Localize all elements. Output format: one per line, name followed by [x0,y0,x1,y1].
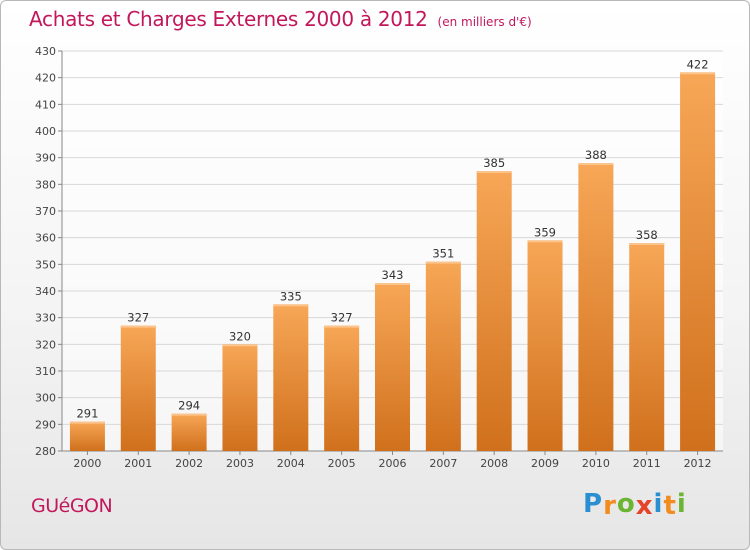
y-tick-label: 310 [35,365,56,378]
x-tick-label: 2002 [175,457,203,470]
bar [476,171,512,451]
x-tick-label: 2003 [226,457,254,470]
bar [69,421,105,451]
bar-value-label: 351 [432,247,454,261]
bar-top-edge [476,171,512,173]
y-tick-label: 430 [35,45,56,58]
x-tick-label: 2008 [480,457,508,470]
y-tick-label: 410 [35,98,56,111]
bar [120,325,156,451]
logo-letter: x [635,491,654,521]
y-tick-label: 420 [35,72,56,85]
bar-value-label: 291 [76,407,98,421]
bar-top-edge [375,283,410,285]
bar-value-label: 388 [585,148,607,162]
bar [171,413,207,451]
bar-value-label: 343 [382,268,404,282]
y-tick-label: 290 [35,418,56,431]
bar-value-label: 385 [483,156,505,170]
logo-letter: r [603,491,617,521]
bar [578,163,614,451]
bar-top-edge [120,325,156,328]
bar [375,283,410,451]
y-tick-label: 380 [35,178,56,191]
bar [324,325,360,451]
bar-value-label: 359 [534,225,556,239]
proxiti-logo: Proxiti [583,489,687,521]
bar-value-label: 358 [636,228,658,242]
bar [629,243,665,451]
bar-value-label: 422 [687,57,709,71]
x-tick-label: 2004 [277,457,305,470]
x-tick-label: 2005 [328,457,356,470]
unit-note: (en milliers d'€) [437,15,532,29]
bar-value-label: 335 [280,289,302,303]
x-tick-label: 2009 [531,457,559,470]
bar-top-edge [680,72,716,75]
logo-letter: t [663,491,677,521]
bar-top-edge [578,163,614,165]
bar-top-edge [69,421,105,424]
bar-top-edge [629,243,665,245]
bar [273,304,309,451]
chart-title-block: Achats et Charges Externes 2000 à 2012 (e… [29,7,532,31]
bar [222,344,258,451]
bar-top-edge [527,240,563,243]
bar [425,261,461,451]
bar [680,72,716,451]
x-tick-label: 2012 [684,457,712,470]
bar-value-label: 327 [331,311,353,325]
town-name: GUéGON [31,495,113,517]
y-tick-label: 400 [35,125,56,138]
x-tick-label: 2000 [73,457,101,470]
bar-value-label: 327 [127,311,149,325]
logo-letter: P [583,489,604,519]
bar-top-edge [171,413,207,416]
y-tick-label: 370 [35,205,56,218]
bar-top-edge [273,304,309,307]
logo-letter: i [676,489,687,519]
y-tick-label: 300 [35,392,56,405]
bar-top-edge [324,325,360,328]
bar-value-label: 294 [178,399,200,413]
y-tick-label: 360 [35,232,56,245]
y-tick-label: 350 [35,258,56,271]
y-tick-label: 280 [35,445,56,458]
x-tick-label: 2001 [124,457,152,470]
bar [527,240,563,451]
x-tick-label: 2006 [379,457,407,470]
x-tick-label: 2010 [582,457,610,470]
logo-letter: o [616,489,636,519]
x-tick-label: 2011 [633,457,661,470]
y-tick-label: 330 [35,312,56,325]
y-tick-label: 340 [35,285,56,298]
y-tick-label: 390 [35,152,56,165]
logo-letter: i [653,489,664,519]
y-tick-label: 320 [35,338,56,351]
bar-top-edge [222,344,258,347]
bar-top-edge [425,261,461,264]
chart-title: Achats et Charges Externes 2000 à 2012 [29,7,428,31]
x-tick-label: 2007 [429,457,457,470]
bar-value-label: 320 [229,329,251,343]
